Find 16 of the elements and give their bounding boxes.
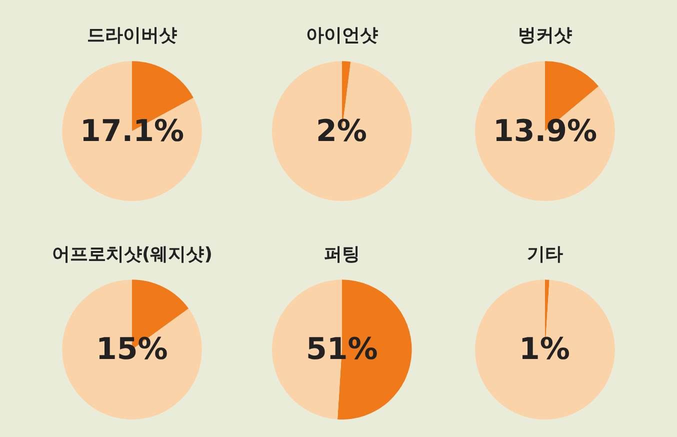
pie-slice <box>475 61 615 201</box>
text: 2% <box>316 114 367 149</box>
text: 17.1% <box>80 114 184 149</box>
chart-title: 아이언샷 <box>306 25 378 46</box>
pie-slice <box>272 61 412 201</box>
chart-title: 드라이버샷 <box>87 25 177 46</box>
chart-title: 기타 <box>527 244 563 265</box>
pie-slice <box>475 280 615 420</box>
chart-title: 어프로치샷(웨지샷) <box>52 244 212 265</box>
text: 13.9% <box>493 114 598 149</box>
pie-slice <box>62 280 202 420</box>
text: 1% <box>519 332 570 367</box>
chart-title: 벙커샷 <box>518 25 572 46</box>
pie-slice <box>62 61 202 201</box>
text: 15% <box>96 332 168 367</box>
chart-title: 퍼팅 <box>324 244 360 265</box>
